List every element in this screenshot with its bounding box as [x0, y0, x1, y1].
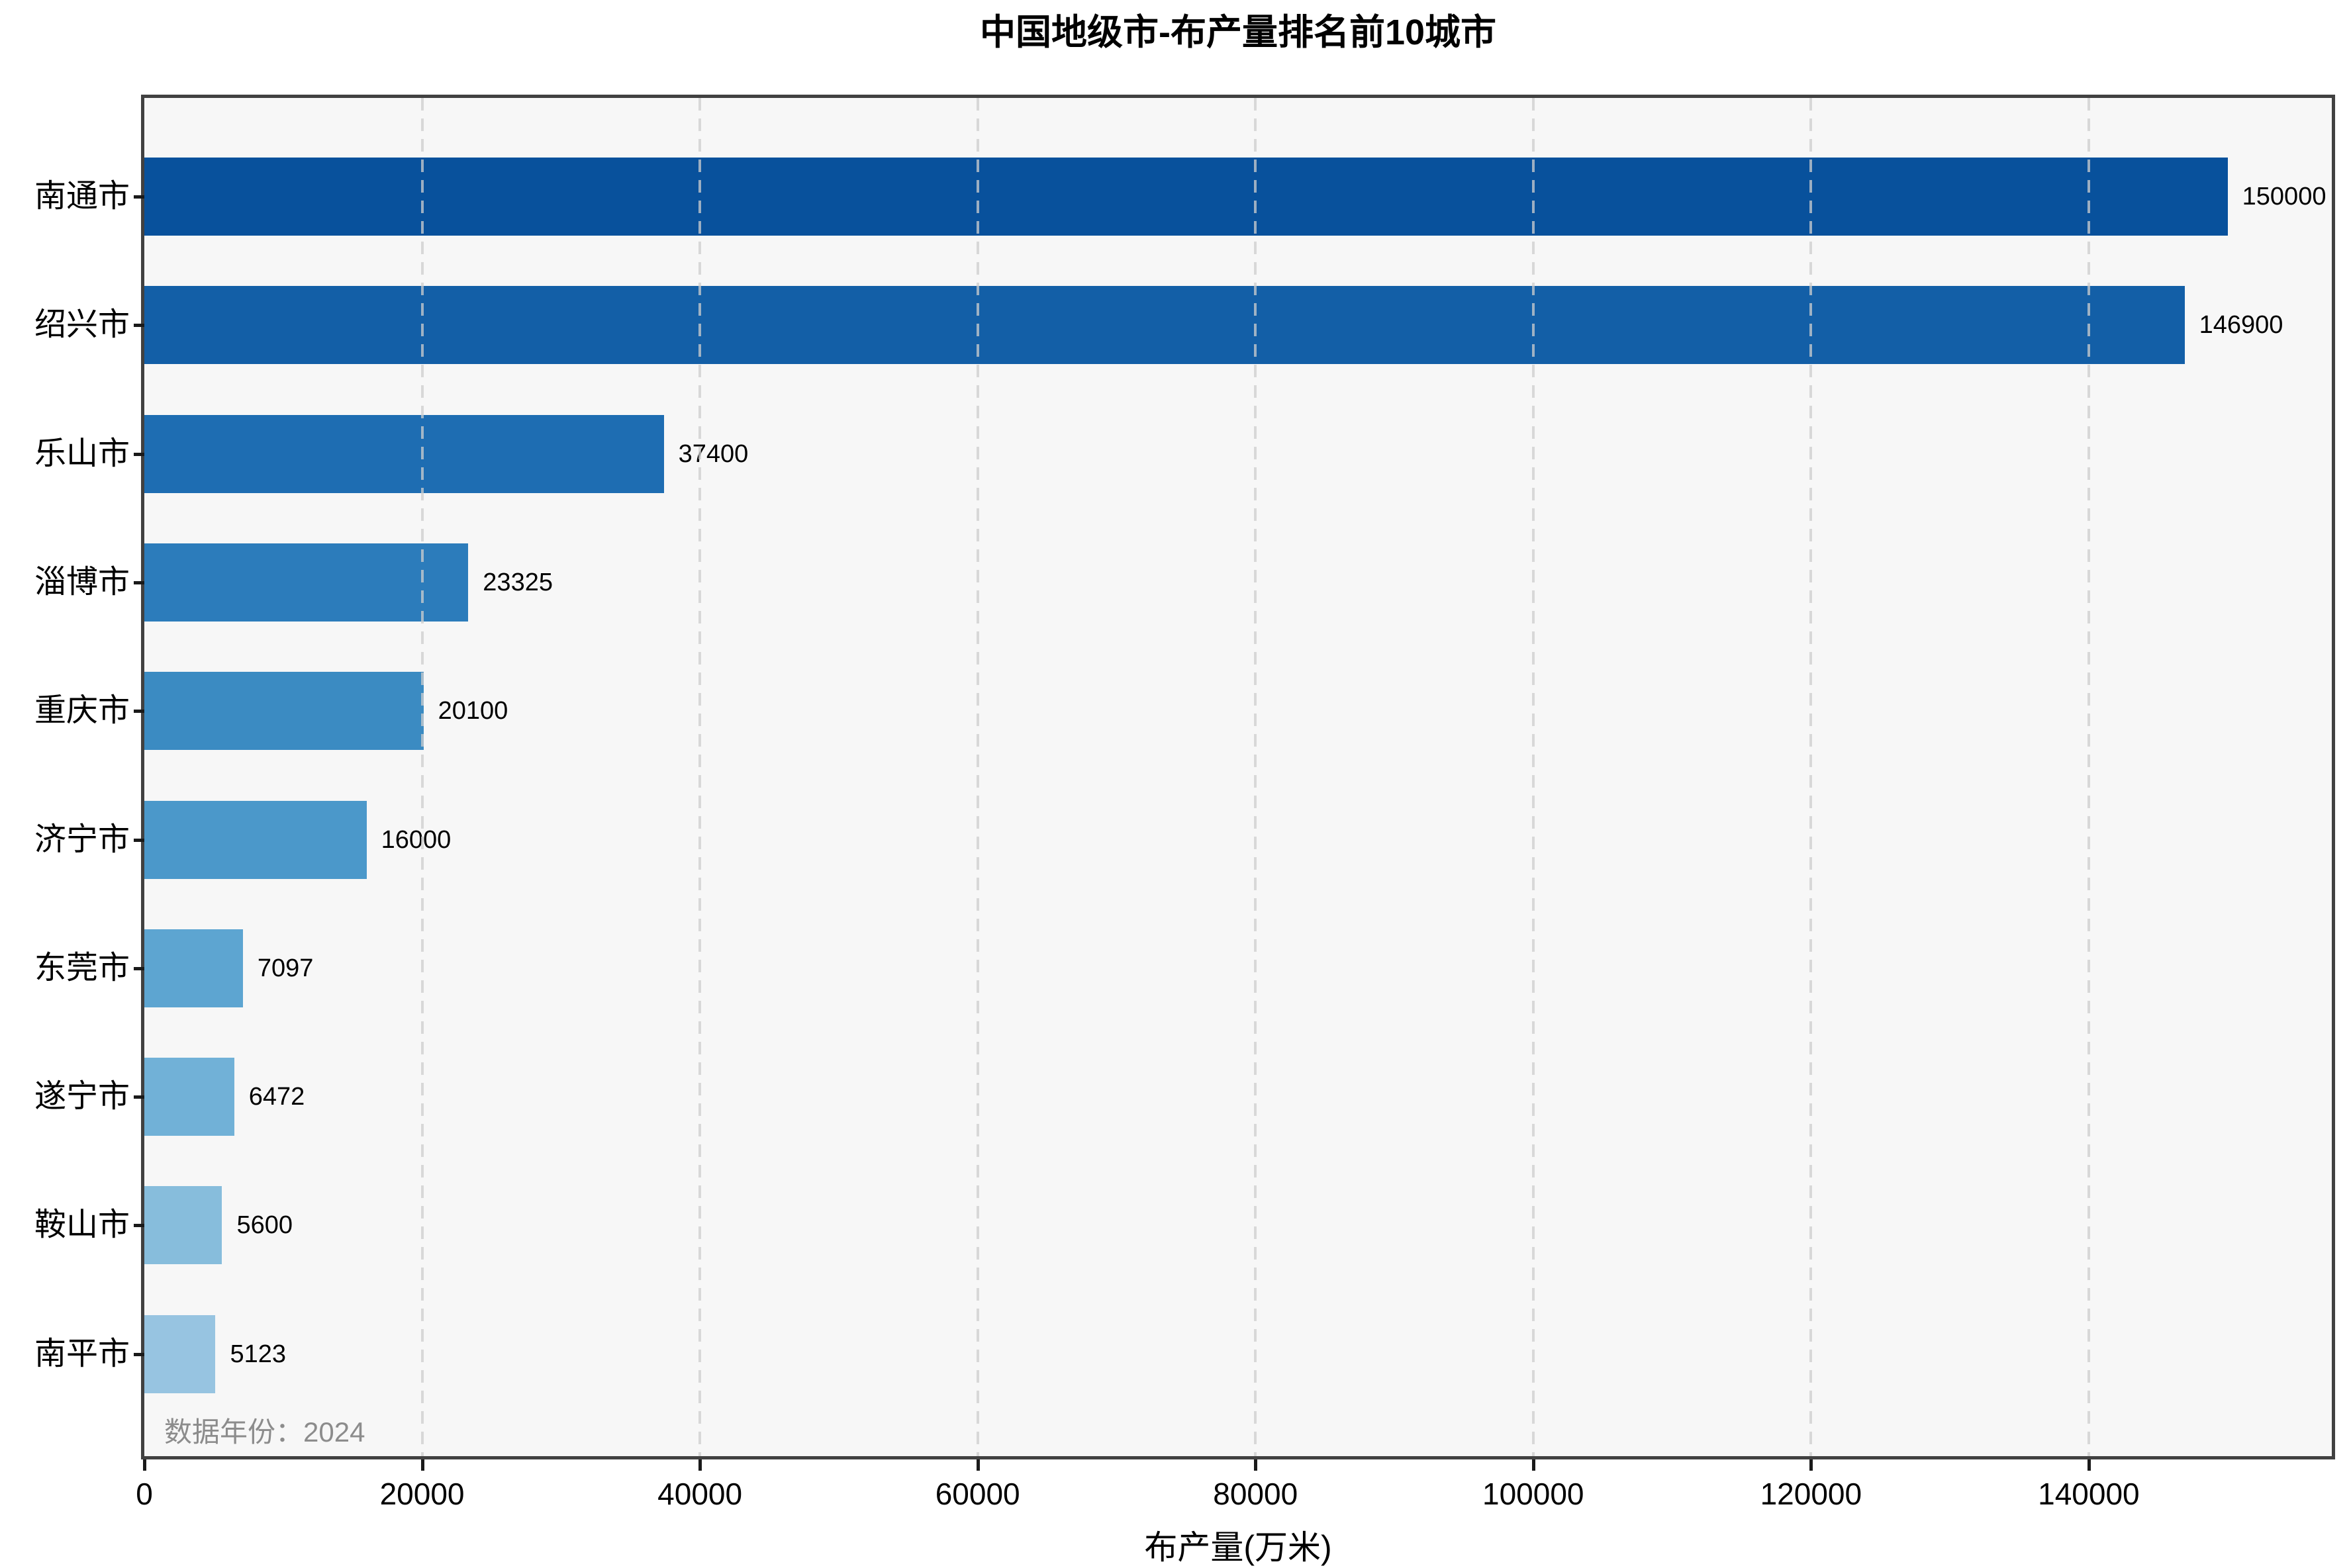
y-tick-label: 济宁市 [34, 821, 130, 857]
x-tick-mark [1254, 1459, 1258, 1471]
gridline [1254, 98, 1257, 1456]
y-tick-label: 南通市 [34, 179, 130, 214]
x-tick-label: 40000 [657, 1477, 743, 1511]
y-tick-label: 鞍山市 [34, 1207, 130, 1243]
gridline [420, 98, 424, 1456]
y-tick-label: 乐山市 [34, 436, 130, 471]
x-tick-mark [1809, 1459, 1813, 1471]
data-year-annotation: 数据年份：2024 [164, 1416, 365, 1448]
x-tick-mark [698, 1459, 702, 1471]
y-tick-mark [134, 1352, 144, 1356]
bar-value-label: 6472 [248, 1083, 305, 1111]
gridline [698, 98, 702, 1456]
y-tick-label: 绍兴市 [34, 307, 130, 343]
bar [144, 672, 424, 751]
x-tick-label: 0 [136, 1477, 153, 1511]
bar [144, 929, 243, 1007]
y-tick-mark [134, 580, 144, 584]
bar-value-label: 37400 [678, 439, 749, 468]
y-tick-mark [134, 838, 144, 842]
bar-value-label: 7097 [257, 954, 314, 982]
x-tick-label: 80000 [1213, 1477, 1298, 1511]
y-tick-label: 南平市 [34, 1336, 130, 1371]
chart-title: 中国地级市-布产量排名前10城市 [979, 13, 1497, 52]
x-tick-label: 20000 [379, 1477, 465, 1511]
y-tick-mark [134, 195, 144, 199]
y-tick-mark [134, 1095, 144, 1099]
gridline [1809, 98, 1813, 1456]
x-tick-label: 140000 [2038, 1477, 2140, 1511]
plot-area: 150000 146900 37400 23325 20100 16000 7097 6472… [144, 98, 2332, 1456]
bar-value-label: 5123 [230, 1340, 287, 1368]
bar [144, 286, 2185, 365]
y-tick-mark [134, 966, 144, 970]
bar-value-label: 20100 [438, 697, 508, 725]
gridline [976, 98, 979, 1456]
x-tick-mark [2087, 1459, 2091, 1471]
bar-value-label: 150000 [2242, 183, 2327, 210]
bar-value-label: 23325 [483, 568, 553, 596]
x-tick-mark [420, 1459, 424, 1471]
bar-value-label: 16000 [381, 825, 452, 854]
bar [144, 414, 664, 493]
y-tick-label: 淄博市 [34, 564, 130, 600]
gridline [1531, 98, 1535, 1456]
x-axis-label: 布产量(万米) [1144, 1529, 1332, 1566]
bar [144, 543, 469, 622]
y-tick-label: 重庆市 [34, 693, 130, 729]
gridline [2087, 98, 2090, 1456]
y-tick-label: 东莞市 [34, 950, 130, 986]
y-tick-mark [134, 452, 144, 456]
x-tick-label: 100000 [1482, 1477, 1584, 1511]
x-tick-mark [143, 1459, 146, 1471]
x-tick-label: 120000 [1760, 1477, 1862, 1511]
bar-value-label: 5600 [236, 1211, 293, 1240]
bar [144, 800, 367, 879]
x-tick-mark [976, 1459, 980, 1471]
y-tick-mark [134, 324, 144, 328]
x-tick-mark [1531, 1459, 1535, 1471]
y-tick-label: 遂宁市 [34, 1079, 130, 1115]
bar [144, 1186, 222, 1265]
x-tick-label: 60000 [935, 1477, 1020, 1511]
y-tick-mark [134, 1224, 144, 1228]
bar-value-label: 146900 [2199, 311, 2283, 340]
y-tick-mark [134, 710, 144, 714]
bar [144, 158, 2228, 236]
bar [144, 1314, 216, 1393]
bar [144, 1058, 234, 1136]
